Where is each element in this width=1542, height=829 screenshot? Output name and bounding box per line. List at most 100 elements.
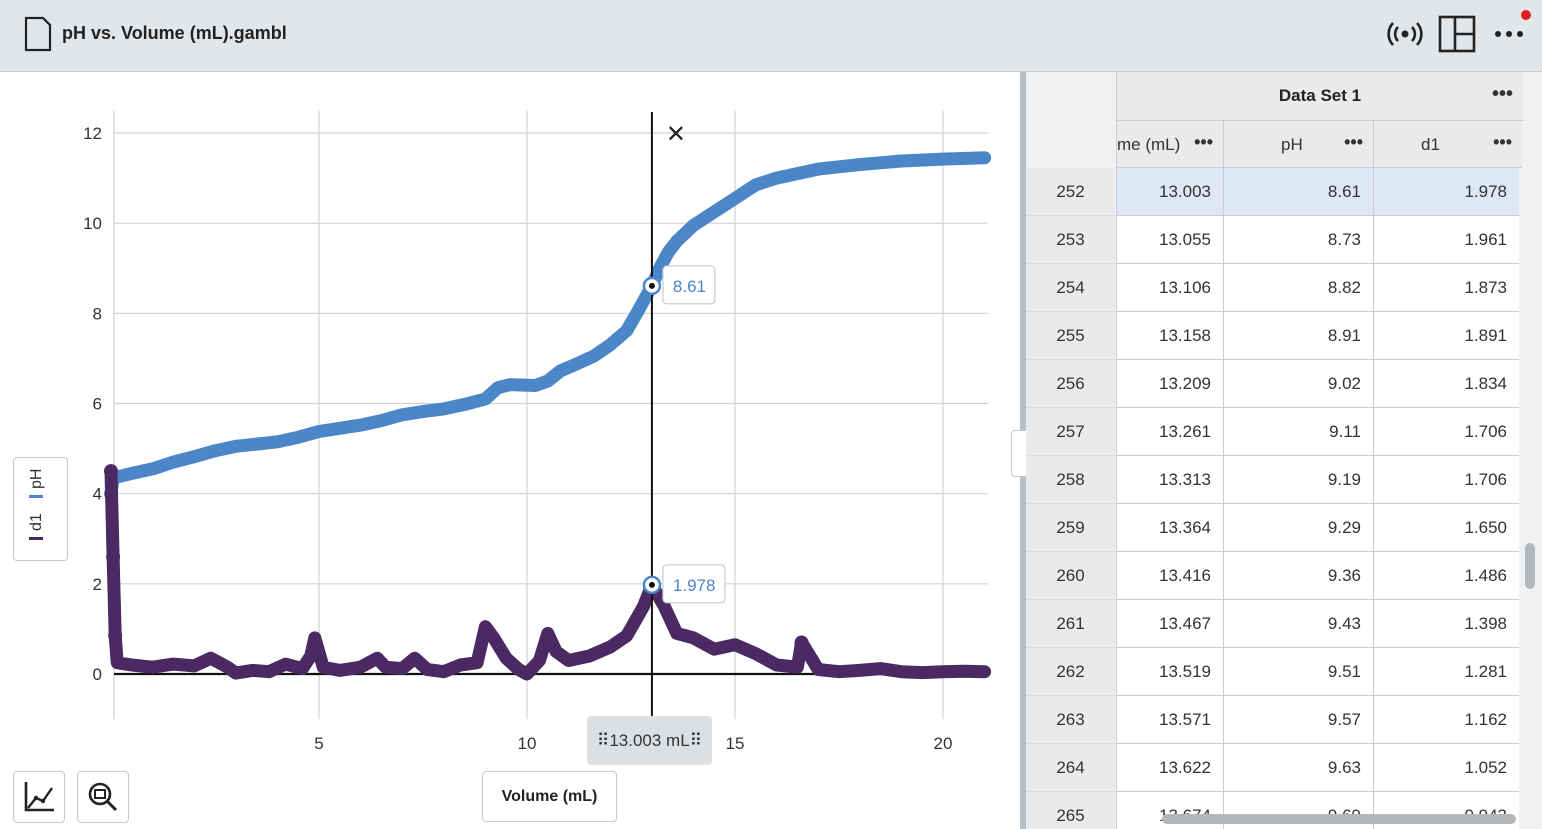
table-row[interactable]: 263 13.571 9.57 1.162	[1026, 696, 1519, 744]
table-row[interactable]: 264 13.622 9.63 1.052	[1026, 744, 1519, 792]
cursor-chip[interactable]: ⠿13.003 mL⠿	[587, 716, 712, 765]
column-d1-more-icon[interactable]: •••	[1493, 132, 1512, 152]
cell-ph[interactable]: 9.19	[1223, 456, 1373, 504]
cell-volume[interactable]: 13.055	[1116, 216, 1223, 264]
zoom-button[interactable]	[77, 771, 129, 823]
y-tick-label: 2	[93, 575, 102, 594]
cell-ph[interactable]: 9.43	[1223, 600, 1373, 648]
table-row[interactable]: 253 13.055 8.73 1.961	[1026, 216, 1519, 264]
y-tick-label: 4	[93, 485, 102, 504]
y-tick-label: 8	[93, 304, 102, 323]
x-axis-button[interactable]: Volume (mL)	[482, 771, 617, 822]
table-row[interactable]: 258 13.313 9.19 1.706	[1026, 456, 1519, 504]
cursor-grip-left-icon: ⠿	[596, 731, 610, 750]
file-icon	[24, 16, 52, 52]
row-number: 265	[1026, 792, 1115, 829]
broadcast-icon[interactable]	[1385, 14, 1425, 54]
table-row[interactable]: 260 13.416 9.36 1.486	[1026, 552, 1519, 600]
column-ph-more-icon[interactable]: •••	[1344, 132, 1363, 152]
cell-d1[interactable]: 1.706	[1373, 408, 1519, 456]
series-d1	[104, 464, 992, 681]
legend-label-ph: pH	[28, 468, 45, 489]
cell-volume[interactable]: 13.519	[1116, 648, 1223, 696]
cell-d1[interactable]: 1.650	[1373, 504, 1519, 552]
cell-d1[interactable]: 1.834	[1373, 360, 1519, 408]
column-volume-label: me (mL)	[1117, 135, 1181, 154]
more-icon[interactable]	[1493, 14, 1525, 54]
cell-ph[interactable]: 9.63	[1223, 744, 1373, 792]
cell-volume[interactable]: 13.467	[1116, 600, 1223, 648]
cell-volume[interactable]: 13.364	[1116, 504, 1223, 552]
column-header-ph[interactable]: pH •••	[1223, 121, 1373, 168]
x-tick-label: 15	[726, 734, 745, 753]
cell-volume[interactable]: 13.003	[1116, 168, 1223, 216]
row-number: 256	[1026, 360, 1115, 408]
column-header-d1[interactable]: d1 •••	[1373, 121, 1522, 168]
cell-volume[interactable]: 13.416	[1116, 552, 1223, 600]
cursor-close-icon[interactable]: ✕	[666, 120, 686, 148]
table-row[interactable]: 252 13.003 8.61 1.978	[1026, 168, 1519, 216]
cell-d1[interactable]: 1.162	[1373, 696, 1519, 744]
cell-ph[interactable]: 9.11	[1223, 408, 1373, 456]
cell-volume[interactable]: 13.106	[1116, 264, 1223, 312]
cell-d1[interactable]: 1.486	[1373, 552, 1519, 600]
graph-tools-button[interactable]	[13, 771, 65, 823]
cell-ph[interactable]: 9.36	[1223, 552, 1373, 600]
table-row[interactable]: 262 13.519 9.51 1.281	[1026, 648, 1519, 696]
cell-volume[interactable]: 13.622	[1116, 744, 1223, 792]
cell-d1[interactable]: 1.961	[1373, 216, 1519, 264]
cell-d1[interactable]: 1.398	[1373, 600, 1519, 648]
data-table[interactable]: Data Set 1 ••• me (mL) ••• pH ••• d1 •••…	[1026, 72, 1542, 829]
cell-ph[interactable]: 8.61	[1223, 168, 1373, 216]
cell-ph[interactable]: 9.51	[1223, 648, 1373, 696]
tooltip-d1: 1.978	[673, 576, 716, 595]
data-point	[108, 628, 123, 643]
column-d1-label: d1	[1421, 135, 1440, 154]
row-number: 257	[1026, 408, 1115, 456]
cell-d1[interactable]: 1.706	[1373, 456, 1519, 504]
column-volume-more-icon[interactable]: •••	[1194, 132, 1213, 152]
cell-ph[interactable]: 9.02	[1223, 360, 1373, 408]
table-row[interactable]: 259 13.364 9.29 1.650	[1026, 504, 1519, 552]
legend-item-d1: d1	[28, 513, 46, 540]
cell-d1[interactable]: 1.281	[1373, 648, 1519, 696]
cell-volume[interactable]: 13.571	[1116, 696, 1223, 744]
cell-ph[interactable]: 9.29	[1223, 504, 1373, 552]
cell-volume[interactable]: 13.209	[1116, 360, 1223, 408]
row-number: 253	[1026, 216, 1115, 264]
table-row[interactable]: 261 13.467 9.43 1.398	[1026, 600, 1519, 648]
chart[interactable]: 0 2 4 6 8 10 12 5 10 15 20 ✕ 8.61 1.978	[0, 72, 1020, 829]
data-point	[794, 635, 809, 650]
layout-icon[interactable]	[1437, 14, 1477, 54]
table-horizontal-scrollbar[interactable]	[1162, 814, 1516, 824]
cell-d1[interactable]: 1.891	[1373, 312, 1519, 360]
cell-ph[interactable]: 8.91	[1223, 312, 1373, 360]
cell-ph[interactable]: 8.82	[1223, 264, 1373, 312]
zoom-icon	[88, 782, 118, 812]
table-row[interactable]: 257 13.261 9.11 1.706	[1026, 408, 1519, 456]
cell-volume[interactable]: 13.261	[1116, 408, 1223, 456]
x-tick-label: 10	[518, 734, 537, 753]
cell-d1[interactable]: 1.052	[1373, 744, 1519, 792]
cell-volume[interactable]: 13.158	[1116, 312, 1223, 360]
graph-pane[interactable]: 0 2 4 6 8 10 12 5 10 15 20 ✕ 8.61 1.978 pH d1	[0, 72, 1020, 829]
dataset-more-icon[interactable]: •••	[1492, 83, 1514, 105]
cell-ph[interactable]: 9.57	[1223, 696, 1373, 744]
dataset-title: Data Set 1	[1116, 72, 1523, 121]
column-header-volume[interactable]: me (mL) •••	[1116, 121, 1223, 168]
cell-d1[interactable]: 1.873	[1373, 264, 1519, 312]
row-number: 259	[1026, 504, 1115, 552]
table-row[interactable]: 254 13.106 8.82 1.873	[1026, 264, 1519, 312]
y-tick-label: 10	[83, 214, 102, 233]
tooltip-box-ph	[662, 265, 716, 305]
tooltip-box-d1	[662, 564, 726, 604]
cell-d1[interactable]: 1.978	[1373, 168, 1519, 216]
table-vertical-scrollbar[interactable]	[1525, 543, 1535, 589]
cell-ph[interactable]: 8.73	[1223, 216, 1373, 264]
legend-swatch-ph	[29, 495, 43, 498]
y-tick-label: 0	[93, 665, 102, 684]
table-row[interactable]: 256 13.209 9.02 1.834	[1026, 360, 1519, 408]
table-row[interactable]: 255 13.158 8.91 1.891	[1026, 312, 1519, 360]
cell-volume[interactable]: 13.313	[1116, 456, 1223, 504]
graph-legend[interactable]: pH d1	[13, 457, 68, 561]
